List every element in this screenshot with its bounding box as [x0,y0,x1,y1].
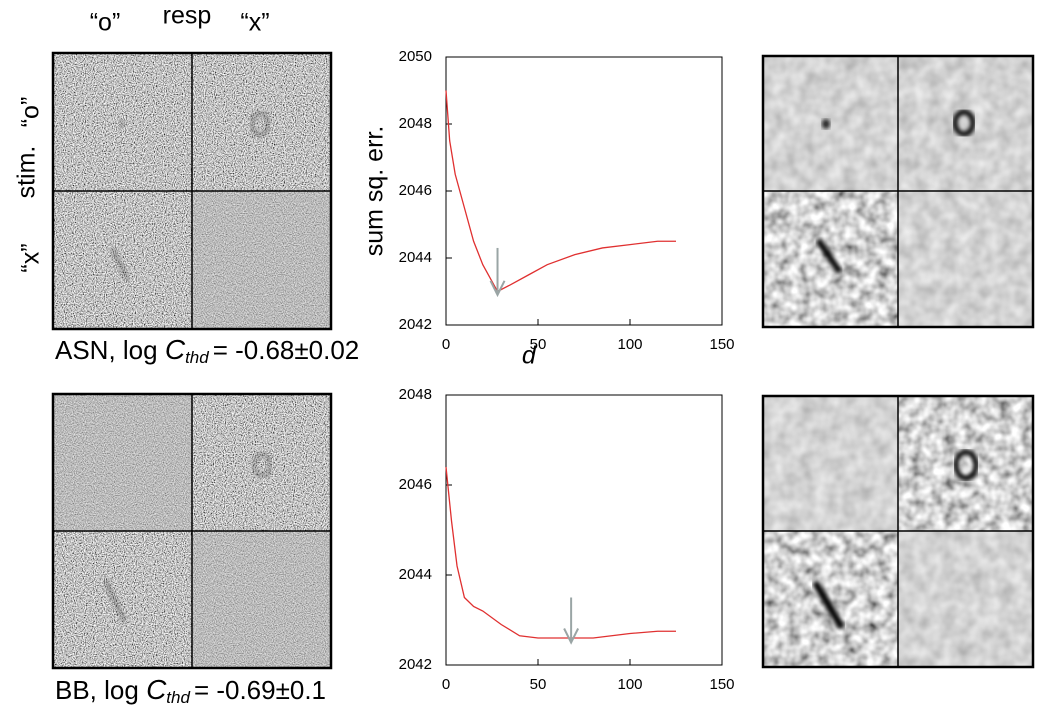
row-title: stim. [13,146,41,199]
caption-var: C [146,674,167,705]
data-line [445,90,676,293]
x-tick-label: 150 [709,336,734,353]
plot-frame [445,394,723,666]
y-tick-label: 2044 [399,249,432,266]
y-tick-label: 2042 [399,316,432,333]
column-title: resp [163,2,212,30]
caption-sub: thd [185,348,209,367]
caption-value: = -0.69±0.1 [194,675,326,705]
arrow-head [489,280,506,298]
column-label: “x” [240,9,269,37]
caption-value: = -0.68±0.02 [213,335,360,365]
y-axis-label: sum sq. err. [361,126,389,257]
caption-sub: thd [166,688,190,707]
stimulus-panel [51,392,333,670]
x-tick-label: 50 [530,676,547,693]
x-tick-label: 150 [709,676,734,693]
x-tick-label: 0 [442,676,450,693]
arrow-head [563,628,580,645]
x-axis-label: d [522,342,537,370]
x-tick-label: 100 [617,676,642,693]
caption-text: BB, log [55,675,139,705]
plot-frame [445,56,723,326]
caption: ASN, log Cthd = -0.68±0.02 [55,334,359,367]
y-tick-label: 2050 [399,48,432,65]
x-tick-label: 100 [617,336,642,353]
x-tick-label: 50 [530,336,547,353]
y-tick-label: 2048 [399,115,432,132]
caption: BB, log Cthd = -0.69±0.1 [55,674,326,707]
x-tick-label: 0 [442,336,450,353]
row-label: “x” [17,243,45,272]
y-tick-label: 2044 [399,566,432,583]
row-label: “o” [17,97,45,128]
y-tick-label: 2046 [399,476,432,493]
caption-text: ASN, log [55,335,158,365]
data-line [445,466,676,639]
y-tick-label: 2046 [399,182,432,199]
caption-var: C [165,334,186,365]
stimulus-panel [51,51,333,331]
column-label: “o” [90,9,121,37]
estimate-panel [761,54,1035,329]
estimate-panel [761,394,1035,669]
y-tick-label: 2048 [399,386,432,403]
y-tick-label: 2042 [399,656,432,673]
